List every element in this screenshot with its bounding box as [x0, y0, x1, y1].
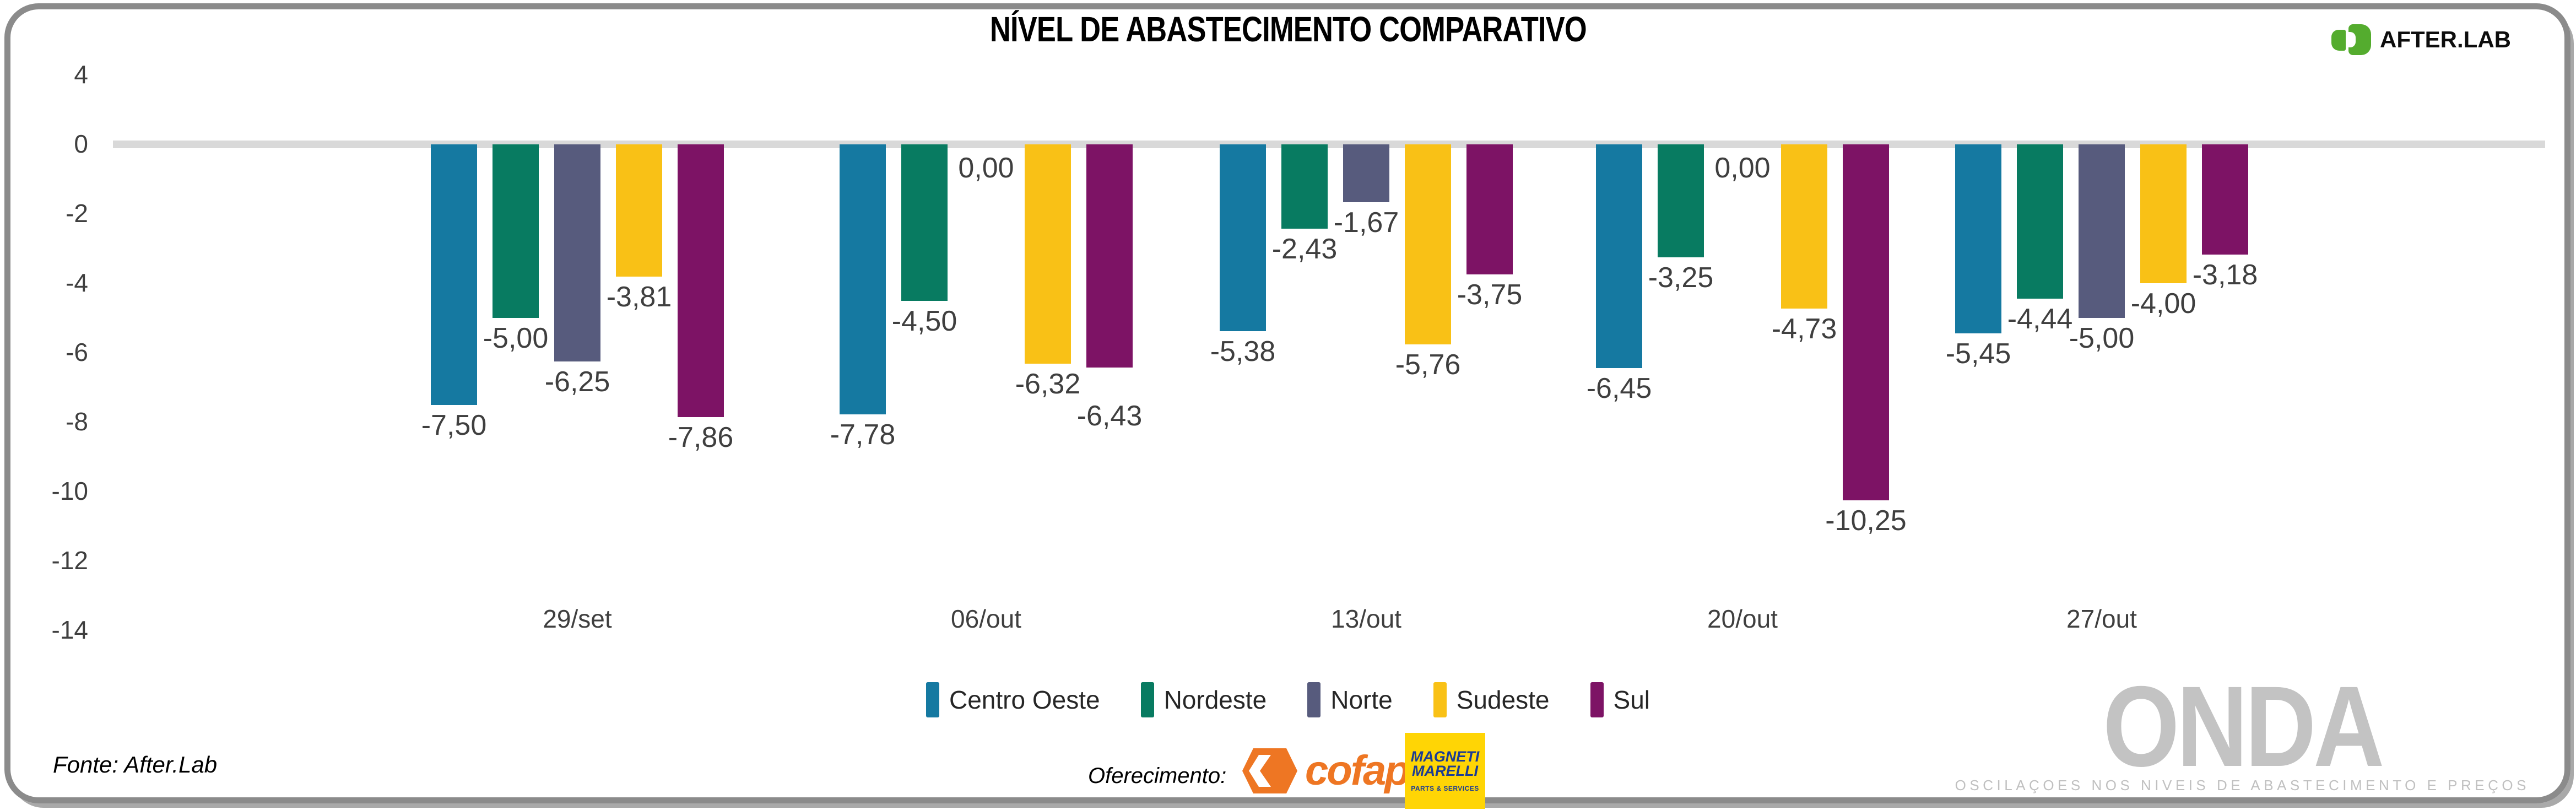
bar-value-label: -4,73: [1771, 312, 1837, 345]
cofap-logo: cofap: [1242, 747, 1410, 794]
bar-value-label: -1,67: [1333, 207, 1399, 239]
bar-value-label: -6,32: [1015, 368, 1081, 401]
page-title: NÍVEL DE ABASTECIMENTO COMPARATIVO: [0, 9, 2576, 50]
bar: [554, 144, 600, 361]
bar: [2079, 144, 2125, 318]
bar: [1658, 144, 1704, 257]
legend-swatch: [1140, 682, 1154, 717]
bar: [1281, 144, 1328, 229]
legend-swatch: [926, 682, 939, 717]
legend-label: Sudeste: [1456, 685, 1550, 714]
sponsorship-label: Oferecimento:: [1088, 764, 1227, 788]
bar-value-label: -7,86: [668, 422, 734, 454]
bar-value-label: -6,43: [1076, 400, 1143, 433]
y-tick-label: -4: [66, 268, 88, 297]
legend-item: Norte: [1307, 682, 1393, 717]
bar-value-label: -10,25: [1825, 504, 1907, 537]
bar: [1955, 144, 2001, 334]
source-note: Fonte: After.Lab: [53, 752, 218, 777]
bar-value-label: -4,44: [2007, 303, 2073, 335]
magneti-line2: MARELLI: [1412, 763, 1478, 779]
cofap-emblem-icon: [1242, 748, 1297, 793]
x-axis-label: 06/out: [951, 604, 1021, 633]
bar-value-label: -5,00: [483, 322, 549, 354]
bar-value-label: -3,25: [1648, 261, 1714, 294]
bar-value-label: -6,45: [1586, 372, 1652, 405]
bar: [901, 144, 948, 301]
legend-swatch: [1307, 682, 1321, 717]
bar: [1466, 144, 1513, 275]
legend-label: Nordeste: [1163, 685, 1267, 714]
bar: [2017, 144, 2063, 299]
bar-value-label: -5,38: [1210, 335, 1276, 368]
bar: [431, 144, 477, 405]
x-axis-label: 27/out: [2066, 604, 2137, 633]
onda-watermark-text: ONDA: [2103, 663, 2384, 791]
x-axis-label: 20/out: [1707, 604, 1778, 633]
afterlab-leaf-icon: [2331, 24, 2372, 55]
legend-item: Nordeste: [1140, 682, 1267, 717]
onda-watermark-subtitle: OSCILAÇOES NOS NIVEIS DE ABASTECIMENTO E…: [1955, 777, 2530, 794]
legend-item: Sudeste: [1433, 682, 1550, 717]
onda-watermark: ONDA OSCILAÇOES NOS NIVEIS DE ABASTECIME…: [1955, 663, 2530, 794]
bar: [840, 144, 886, 415]
x-axis-label: 13/out: [1331, 604, 1401, 633]
bar-value-label: -4,50: [891, 305, 957, 337]
y-tick-label: 0: [74, 129, 88, 158]
legend-item: Centro Oeste: [926, 682, 1100, 717]
bar-value-label: -3,81: [606, 281, 672, 314]
x-axis-label: 29/set: [543, 604, 612, 633]
bar-value-label: -2,43: [1271, 233, 1338, 266]
bar: [1843, 144, 1889, 500]
y-tick-label: -14: [51, 615, 88, 644]
y-tick-label: -10: [51, 477, 88, 505]
page-title-text: NÍVEL DE ABASTECIMENTO COMPARATIVO: [989, 9, 1587, 49]
bar: [616, 144, 662, 277]
bar-value-label: -7,50: [421, 409, 487, 441]
bar: [1025, 144, 1071, 364]
bar-value-label: 0,00: [1714, 152, 1771, 184]
y-tick-label: 4: [74, 60, 88, 89]
legend-swatch: [1590, 682, 1604, 717]
bar: [1343, 144, 1389, 203]
bar: [1220, 144, 1266, 331]
y-tick-label: -6: [66, 338, 88, 366]
bar-value-label: -6,25: [544, 365, 610, 398]
legend-item: Sul: [1590, 682, 1650, 717]
legend: Centro Oeste Nordeste Norte Sudeste Sul: [0, 682, 2576, 717]
bar-value-label: -5,00: [2069, 322, 2135, 354]
legend-label: Norte: [1330, 685, 1393, 714]
bar: [678, 144, 724, 418]
bar-value-label: -5,76: [1395, 348, 1461, 381]
afterlab-logo-text: AFTER.LAB: [2380, 26, 2511, 52]
bar-value-label: -5,45: [1945, 338, 2011, 370]
y-tick-label: -12: [51, 546, 88, 575]
y-tick-label: -8: [66, 407, 88, 436]
bar-value-label: 0,00: [958, 152, 1014, 184]
bar: [1086, 144, 1133, 368]
bar-value-label: -4,00: [2130, 288, 2196, 320]
bar: [2140, 144, 2187, 283]
bar: [2202, 144, 2248, 255]
bar-value-label: -3,18: [2192, 259, 2258, 291]
cofap-logo-text: cofap: [1305, 747, 1410, 794]
magneti-line1: MAGNETI: [1410, 748, 1480, 765]
bar: [493, 144, 539, 318]
afterlab-logo: AFTER.LAB: [2331, 24, 2511, 55]
y-tick-label: -2: [66, 199, 88, 228]
bar: [1405, 144, 1451, 344]
magneti-subtitle: PARTS & SERVICES: [1411, 785, 1479, 792]
legend-label: Centro Oeste: [949, 685, 1100, 714]
bar: [1781, 144, 1827, 309]
bar-value-label: -7,78: [830, 419, 896, 451]
magneti-marelli-logo: MAGNETI MARELLI PARTS & SERVICES: [1405, 733, 1485, 809]
bar-value-label: -3,75: [1457, 279, 1523, 311]
legend-swatch: [1433, 682, 1447, 717]
bar: [1596, 144, 1642, 369]
legend-label: Sul: [1613, 685, 1650, 714]
